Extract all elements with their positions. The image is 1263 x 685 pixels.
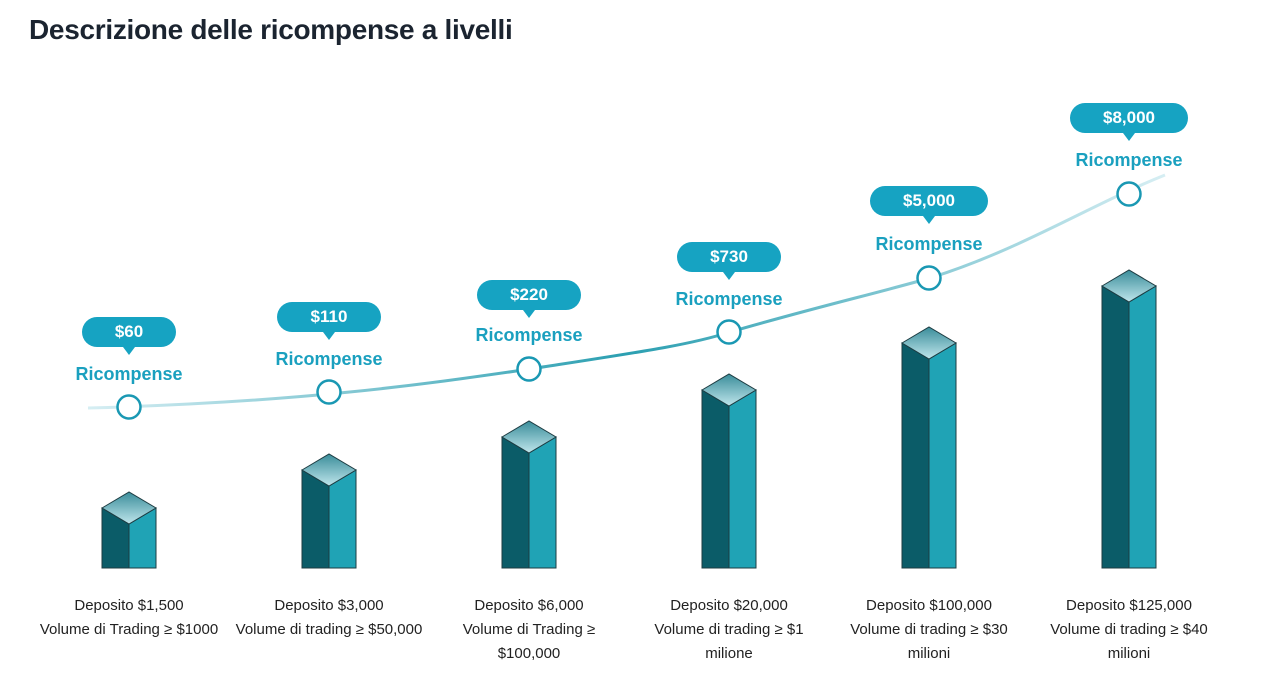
- requirement-line: Deposito $6,000: [474, 597, 584, 614]
- reward-label: Ricompense: [875, 234, 983, 254]
- bar-left-face: [901, 342, 930, 569]
- tier-marker: [916, 265, 942, 291]
- reward-bubble: $5,000: [870, 186, 988, 224]
- bar-left-face: [701, 389, 730, 569]
- reward-label: Ricompense: [1075, 150, 1183, 170]
- tier-requirements: Deposito $3,000 Volume di trading ≥ $50,0…: [229, 594, 429, 642]
- growth-curve: [87, 173, 1166, 410]
- tier-requirements: Deposito $20,000 Volume di trading ≥ $1 mi…: [629, 594, 829, 666]
- tier-requirements: Deposito $1,500 Volume di Trading ≥ $1000: [29, 594, 229, 642]
- tier-bar: [1101, 269, 1157, 569]
- requirement-line: milioni: [1107, 645, 1151, 662]
- requirement-line: $100,000: [497, 645, 561, 662]
- tier-marker: [516, 356, 542, 382]
- requirement-line: Deposito $125,000: [1066, 597, 1192, 614]
- reward-bubble: $60: [82, 317, 176, 355]
- tier-marker: [1116, 181, 1142, 207]
- tier-requirements: Deposito $6,000 Volume di Trading ≥ $100,0…: [429, 594, 629, 666]
- tier-bar: [901, 326, 957, 569]
- bar-left-face: [1101, 285, 1130, 569]
- reward-label: Ricompense: [475, 325, 583, 345]
- tier-marker: [116, 394, 142, 420]
- requirement-line: Volume di trading ≥ $50,000: [235, 621, 423, 638]
- tier-bar: [701, 373, 757, 569]
- page-title: Descrizione delle ricompense a livelli: [29, 14, 513, 45]
- bar-right-face: [1128, 285, 1157, 569]
- reward-bubble: $220: [477, 280, 581, 318]
- requirement-line: Deposito $3,000: [274, 597, 384, 614]
- requirement-line: milioni: [907, 645, 951, 662]
- bar-right-face: [728, 389, 757, 569]
- bar-top-face: [1101, 269, 1157, 303]
- bar-top-face: [301, 453, 357, 487]
- tier-bar: [301, 453, 357, 569]
- bar-top-face: [501, 420, 557, 454]
- bar-right-face: [328, 469, 357, 569]
- reward-bubble: $8,000: [1070, 103, 1188, 141]
- bar-right-face: [928, 342, 957, 569]
- bar-top-face: [901, 326, 957, 360]
- tier-marker: [316, 379, 342, 405]
- requirement-line: Deposito $100,000: [866, 597, 992, 614]
- bar-top-face: [701, 373, 757, 407]
- tier-bar: [101, 491, 157, 569]
- tier-requirements: Deposito $100,000 Volume di trading ≥ $30…: [829, 594, 1029, 666]
- bar-right-face: [528, 436, 557, 569]
- requirement-line: Volume di Trading ≥ $1000: [39, 621, 219, 638]
- requirement-line: Deposito $20,000: [670, 597, 788, 614]
- tier-marker: [716, 319, 742, 345]
- tier-requirements: Deposito $125,000 Volume di trading ≥ $40…: [1029, 594, 1229, 666]
- reward-bubble: $730: [677, 242, 781, 280]
- reward-bubble: $110: [277, 302, 381, 340]
- bar-left-face: [501, 436, 530, 569]
- tier-bar: [501, 420, 557, 569]
- requirement-line: milione: [705, 645, 753, 662]
- reward-label: Ricompense: [675, 289, 783, 309]
- requirement-line: Volume di trading ≥ $1: [654, 621, 804, 638]
- requirement-line: Volume di Trading ≥: [462, 621, 596, 638]
- requirement-line: Deposito $1,500: [74, 597, 184, 614]
- reward-label: Ricompense: [75, 364, 183, 384]
- reward-label: Ricompense: [275, 349, 383, 369]
- bar-left-face: [301, 469, 330, 569]
- requirement-line: Volume di trading ≥ $40: [1050, 621, 1208, 638]
- requirement-line: Volume di trading ≥ $30: [850, 621, 1008, 638]
- bar-top-face: [101, 491, 157, 525]
